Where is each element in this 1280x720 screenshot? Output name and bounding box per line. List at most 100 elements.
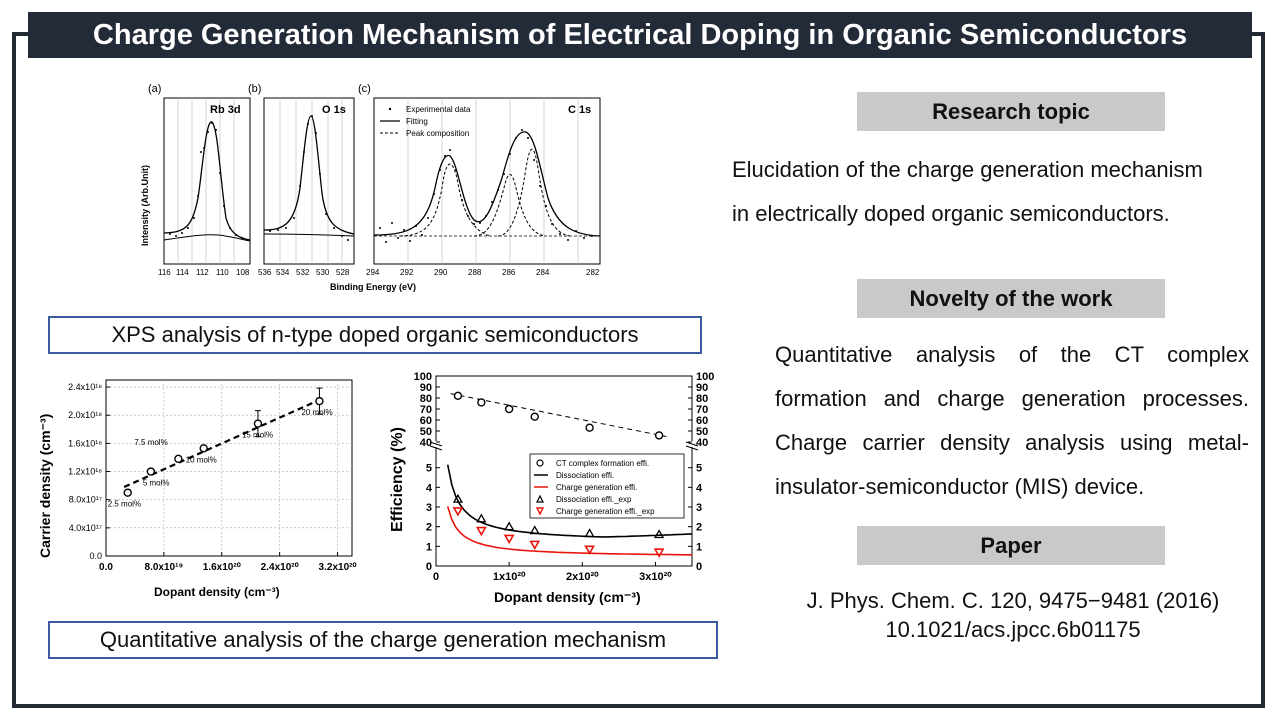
xps-tick-b-3: 530 [316,268,330,277]
xps-legend: Experimental data Fitting Peak compositi… [380,105,471,138]
efficiency-xtick-label: 0 [433,571,439,583]
xps-tick-a-0: 116 [158,268,171,277]
efficiency-ytick-label-right: 1 [696,541,702,553]
xps-legend-fit: Fitting [406,117,428,126]
title-bar: Charge Generation Mechanism of Electrica… [28,12,1252,58]
xps-panel-label-o1s: O 1s [322,104,346,116]
carrier-point [123,488,132,497]
charge-generation-exp-point [475,526,487,537]
efficiency-ytick-label: 3 [426,502,432,514]
charge-generation-exp-point [584,545,595,555]
research-line-2: in electrically doped organic semiconduc… [732,201,1170,226]
xps-tick-b-2: 532 [296,268,310,277]
xps-tick-c-5: 284 [536,268,550,277]
novelty-title: Novelty of the work [909,285,1113,311]
efficiency-ytick-label-right: 5 [696,463,702,475]
carrier-point-label: 20 mol% [301,408,332,417]
carrier-point-label: 10 mol% [186,455,217,464]
carrier-ytick-label: 2.0x10¹⁸ [68,410,102,420]
charge-generation-exp-point [503,534,515,545]
xps-caption-text: XPS analysis of n-type doped organic sem… [111,322,639,347]
carrier-point-label: 5 mol% [143,479,170,488]
efficiency-ytick-label-right: 3 [696,502,702,514]
xps-panel-o1s: O 1s 536 534 532 530 528 [258,97,355,277]
charge-generation-curve [446,506,692,556]
dissociation-exp-point [476,513,487,523]
charge-generation-exp-point [529,540,541,550]
carrier-xtick-label: 3.2x10²⁰ [319,562,357,573]
carrier-xtick-label: 0.0 [99,562,113,573]
xps-tick-c-3: 288 [468,268,482,277]
dissociation-curve [446,464,693,538]
dissociation-exp-point [584,528,595,538]
legend-dissociation-exp: Dissociation effi._exp [556,495,632,504]
efficiency-ytick-label: 4 [426,482,433,494]
xps-tick-a-4: 108 [236,268,250,277]
efficiency-ytick-label-right: 60 [696,415,708,427]
carrier-xtick-label: 1.6x10²⁰ [203,562,241,573]
mechanism-caption: Quantitative analysis of the charge gene… [48,621,718,659]
xps-tick-c-1: 292 [400,268,414,277]
xps-tick-c-0: 294 [366,268,380,277]
xps-xlabel: Binding Energy (eV) [330,282,416,292]
ct-point [453,391,463,400]
carrier-ytick-label: 1.6x10¹⁸ [68,438,102,448]
xps-tick-a-3: 110 [216,268,229,277]
xps-panel-c1s: C 1s Experimental data Fitting Peak comp… [366,97,601,277]
dissociation-exp-point [653,529,665,539]
xps-panel-rb3d: Rb 3d 116 114 112 110 108 [158,97,251,277]
paper-title: Paper [980,532,1042,558]
ct-fit-line [450,393,667,437]
carrier-point [253,419,263,428]
efficiency-xlabel: Dopant density (cm⁻³) [494,589,641,605]
novelty-line-3: Charge carrier density analysis using me… [775,430,1249,455]
carrier-density-chart: 0.0 4.0x10¹⁷ 8.0x10¹⁷ 1.2x10¹⁸ 1.6x10¹⁸ 2.0x1… [37,379,357,599]
xps-tick-c-6: 282 [586,268,600,277]
mechanism-caption-text: Quantitative analysis of the charge gene… [99,627,667,652]
carrier-point-label: 7.5 mol% [134,438,167,447]
xps-tick-b-4: 528 [336,268,350,277]
ct-point [585,423,594,432]
xps-letter-b: (b) [248,83,261,95]
efficiency-xtick-label: 1x10²⁰ [493,571,526,583]
carrier-ytick-label: 4.0x10¹⁷ [69,523,102,533]
carrier-xlabel: Dopant density (cm⁻³) [154,585,280,599]
xps-tick-a-2: 112 [196,268,209,277]
efficiency-ytick-label-right: 80 [696,393,708,405]
xps-tick-c-4: 286 [502,268,516,277]
xps-figure: (a) (b) (c) Intensity (Arb.Unit) Rb 3d 1… [140,83,601,292]
carrier-point [174,454,183,464]
novelty-line-2: formation and charge generation processe… [775,386,1249,411]
carrier-ytick-label: 0.0 [89,551,102,561]
efficiency-legend: CT complex formation effi. Dissociation … [529,453,685,519]
paper-body: J. Phys. Chem. C. 120, 9475−9481 (2016) … [770,586,1256,644]
xps-panel-label-rb3d: Rb 3d [210,104,241,116]
xps-letter-a: (a) [148,83,161,95]
dissociation-exp-point [529,525,540,535]
efficiency-ytick-label: 60 [420,415,432,427]
carrier-fit-line [123,397,324,489]
research-line-1: Elucidation of the charge generation mec… [732,157,1203,182]
carrier-point [315,396,324,406]
ct-point [504,404,514,414]
xps-ylabel: Intensity (Arb.Unit) [140,165,150,246]
xps-legend-peak: Peak composition [406,129,469,138]
novelty-line-4: insulator-semiconductor (MIS) device. [775,474,1145,499]
efficiency-ytick-label: 100 [414,371,432,383]
xps-panel-label-c1s: C 1s [568,104,591,116]
page-title: Charge Generation Mechanism of Electrica… [92,18,1188,51]
efficiency-ytick-label-right: 70 [696,404,708,416]
efficiency-ytick-label: 50 [420,426,432,438]
legend-charge-gen-exp: Charge generation effi._exp [556,507,655,516]
carrier-xtick-label: 2.4x10²⁰ [261,562,299,573]
efficiency-ytick-label: 80 [420,393,432,405]
dissociation-exp-point [452,493,464,503]
xps-tick-c-2: 290 [434,268,448,277]
efficiency-xtick-label: 2x10²⁰ [566,571,599,583]
xps-legend-exp: Experimental data [406,105,471,114]
legend-charge-gen: Charge generation effi. [556,483,637,492]
carrier-point-label: 2.5 mol% [108,500,141,509]
efficiency-ytick-label: 70 [420,404,432,416]
xps-tick-b-0: 536 [258,268,272,277]
